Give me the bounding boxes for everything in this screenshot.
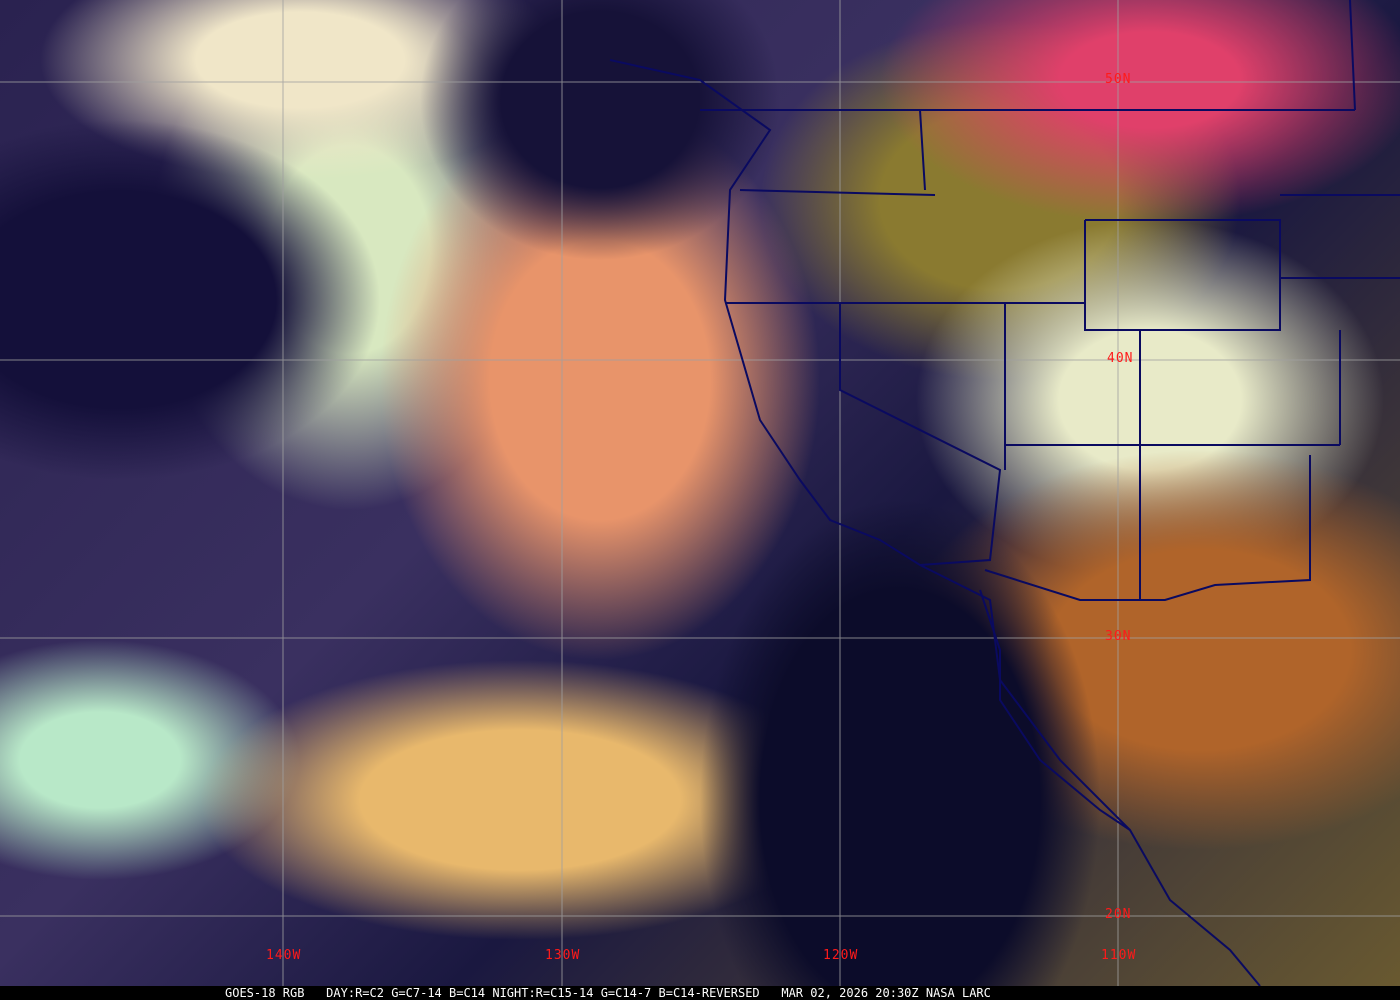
- caption-credit: NASA LARC: [925, 986, 991, 1000]
- coastline: [609, 59, 1261, 987]
- lat-label-20n: 20N: [1105, 907, 1132, 922]
- lat-label-30n: 30N: [1105, 629, 1132, 644]
- baja-coast: [979, 589, 1131, 831]
- lon-label-110w: 110W: [1101, 948, 1137, 963]
- caption-datetime: MAR 02, 2026 20:30Z: [781, 986, 919, 1000]
- lon-label-140w: 140W: [266, 948, 302, 963]
- caption-satellite: GOES-18 RGB: [225, 986, 305, 1000]
- lon-label-130w: 130W: [545, 948, 581, 963]
- lon-label-120w: 120W: [823, 948, 859, 963]
- caption-bands: DAY:R=C2 G=C7-14 B=C14 NIGHT:R=C15-14 G=…: [326, 986, 760, 1000]
- borders-coastline: [609, 0, 1400, 987]
- image-caption: GOES-18 RGB DAY:R=C2 G=C7-14 B=C14 NIGHT…: [0, 986, 1400, 1000]
- lat-label-50n: 50N: [1105, 72, 1132, 87]
- lat-label-40n: 40N: [1107, 351, 1134, 366]
